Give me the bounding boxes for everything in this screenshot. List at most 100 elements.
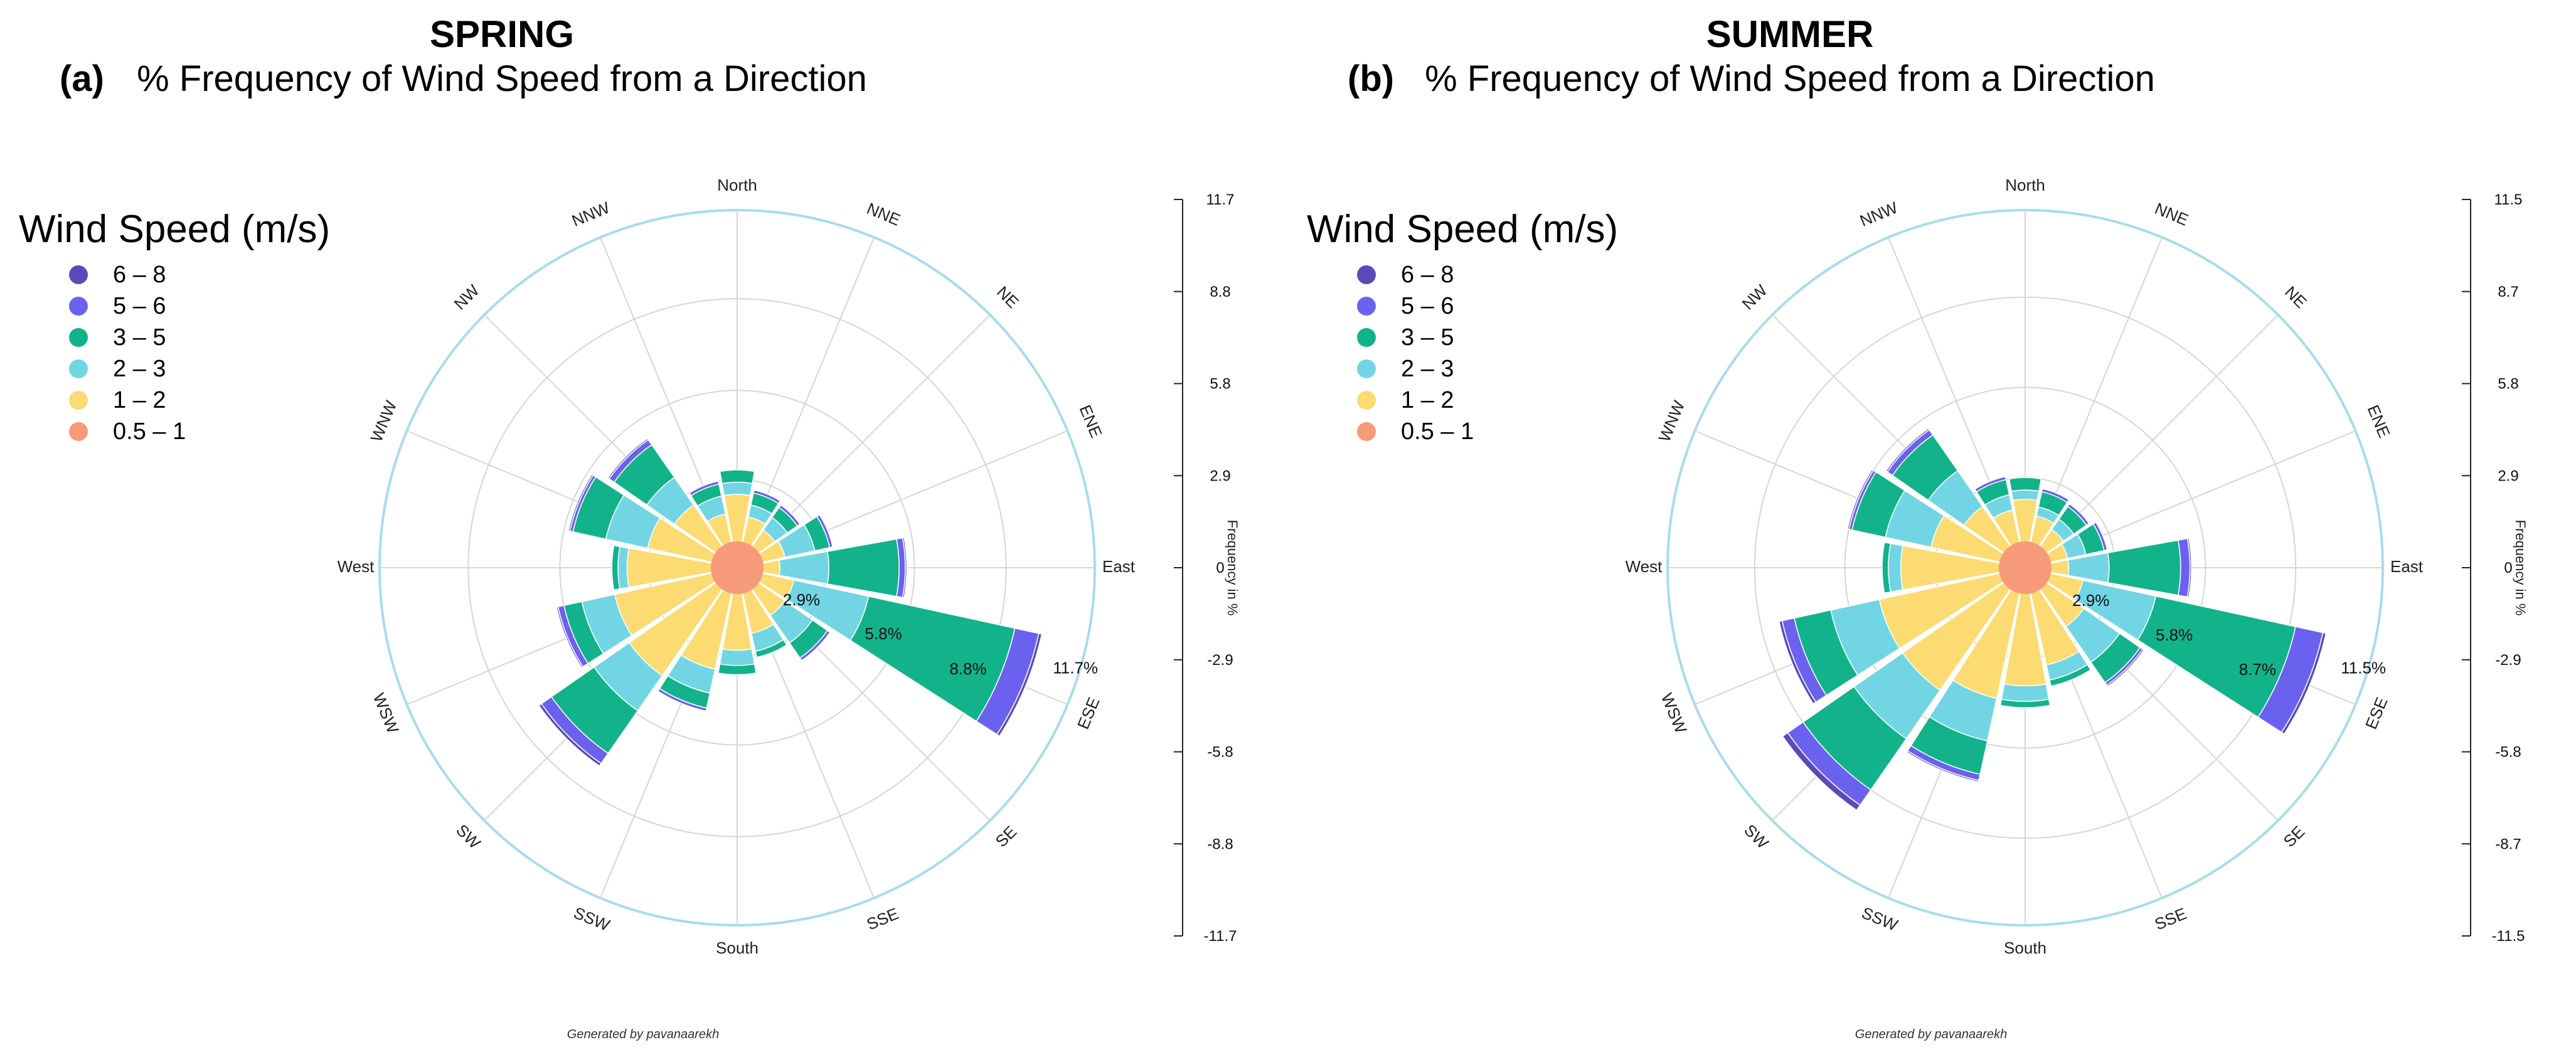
axis-tick-label: -8.7: [2495, 836, 2521, 853]
direction-label: NNE: [2152, 199, 2191, 230]
direction-label: SW: [452, 821, 484, 853]
rose-wedge: [2067, 503, 2090, 526]
axis-tick-label: 2.9: [1210, 467, 1230, 484]
rose-wedge: [996, 632, 1043, 737]
direction-label: SE: [2280, 822, 2309, 851]
rose-wedge: [719, 469, 755, 484]
legend-swatch: [69, 265, 88, 284]
direction-label: North: [2005, 176, 2045, 194]
direction-label: NNW: [569, 198, 612, 230]
axis-tick-label: -5.8: [2495, 744, 2521, 761]
rose-wedge: [2041, 488, 2070, 503]
panel-label: (b): [1348, 58, 1395, 99]
direction-label: WNW: [1654, 398, 1688, 445]
rose-wedge: [568, 474, 594, 532]
direction-label: South: [716, 938, 758, 957]
legend-item: 1 – 2: [1307, 385, 1618, 416]
direction-label: North: [717, 176, 757, 194]
ring-label: 11.5%: [2341, 659, 2386, 677]
direction-label: NNE: [864, 199, 903, 230]
axis-tick-label: -11.7: [1204, 928, 1237, 945]
direction-label: SW: [1740, 821, 1772, 853]
axis-tick-label: -11.5: [2492, 928, 2525, 945]
center-blob: [1999, 541, 2052, 594]
legend-label: 0.5 – 1: [1401, 418, 1474, 445]
rose-wedge: [826, 538, 900, 597]
axis-tick-label: 8.8: [1210, 284, 1230, 300]
legend-label: 3 – 5: [1401, 324, 1454, 351]
rose-wedge: [902, 537, 908, 598]
legend-item: 6 – 8: [19, 259, 330, 290]
legend-item: 2 – 3: [19, 353, 330, 385]
direction-label: NW: [450, 280, 483, 313]
legend-item: 2 – 3: [1307, 353, 1618, 385]
rose-wedge: [2281, 632, 2327, 735]
season-title: SUMMER: [1706, 13, 1874, 55]
rose-wedge: [611, 544, 620, 591]
rose-wedge: [799, 630, 831, 662]
legend-item: 5 – 6: [19, 290, 330, 322]
axis-tick-label: -5.8: [1207, 744, 1233, 761]
axis-tick-label: 5.8: [2498, 376, 2518, 393]
rose-wedge: [617, 546, 630, 590]
rose-wedge: [1782, 732, 1861, 811]
rose-wedge: [2049, 664, 2092, 687]
legend-swatch: [69, 297, 88, 316]
axis-tick-label: 5.8: [1210, 376, 1230, 393]
legend-swatch: [1357, 297, 1376, 316]
legend-swatch: [1357, 422, 1376, 441]
rose-wedge: [657, 688, 708, 712]
legend-label: 2 – 3: [113, 355, 166, 382]
legend-swatch: [69, 328, 88, 347]
panel-label: (a): [60, 58, 104, 99]
axis-tick-label: -2.9: [1207, 652, 1233, 669]
axis-tick-label: 2.9: [2498, 467, 2518, 484]
axis-tick-label: 0: [1216, 560, 1224, 576]
direction-label: ENE: [1076, 402, 1106, 440]
legend-swatch: [69, 422, 88, 441]
rose-wedge: [719, 648, 755, 666]
legend-swatch: [1357, 265, 1376, 284]
direction-label: NE: [2281, 282, 2311, 312]
rose-wedge: [2008, 477, 2042, 492]
rose-wedge: [717, 663, 757, 676]
direction-label: ESE: [1073, 694, 1104, 732]
legend-label: 0.5 – 1: [113, 418, 186, 445]
legend-item: 5 – 6: [1307, 290, 1618, 322]
axis-tick-label: 0: [2504, 560, 2512, 576]
legend-label: 6 – 8: [113, 261, 166, 288]
rose-wedge: [816, 514, 834, 548]
axis-tick-label: 11.7: [1206, 191, 1235, 208]
legend-item: 3 – 5: [19, 322, 330, 353]
legend-label: 3 – 5: [113, 324, 166, 351]
panel-spring: SPRING (a) % Frequency of Wind Speed fro…: [19, 13, 1240, 1041]
direction-label: SSE: [864, 904, 902, 934]
direction-label: WSW: [1658, 690, 1691, 736]
legend-swatch: [69, 391, 88, 410]
ring-label: 11.7%: [1053, 659, 1098, 677]
direction-label: West: [1626, 557, 1663, 576]
legend-label: 1 – 2: [113, 386, 166, 413]
rose-wedge: [2186, 538, 2192, 598]
rose-wedge: [1846, 469, 1875, 530]
legend-label: 5 – 6: [113, 292, 166, 319]
legend-item: 6 – 8: [1307, 259, 1618, 290]
ring-label: 2.9%: [783, 590, 820, 609]
credit-text: Generated by pavanaarekh: [567, 1028, 720, 1041]
rose-wedge: [1885, 428, 1930, 473]
direction-label: SSE: [2152, 904, 2190, 934]
rose-wedge: [1906, 750, 1979, 783]
legend-swatch: [1357, 359, 1376, 378]
rose-wedge: [2106, 649, 2145, 688]
rose-wedge: [2001, 683, 2050, 702]
wind-rose-chart: North NNE NE ENE East ESE SE SSE South SSW SW WSW We…: [338, 176, 1240, 957]
axis-label: Frequency in %: [1225, 520, 1240, 616]
ring-label: 2.9%: [2072, 591, 2109, 610]
ring-label: 5.8%: [2156, 625, 2193, 644]
direction-label: ENE: [2364, 402, 2394, 440]
legend-item: 0.5 – 1: [19, 416, 330, 447]
direction-label: NE: [993, 282, 1023, 312]
rose-wedge: [556, 606, 584, 669]
direction-label: East: [1102, 557, 1136, 576]
direction-label: East: [2390, 557, 2424, 576]
